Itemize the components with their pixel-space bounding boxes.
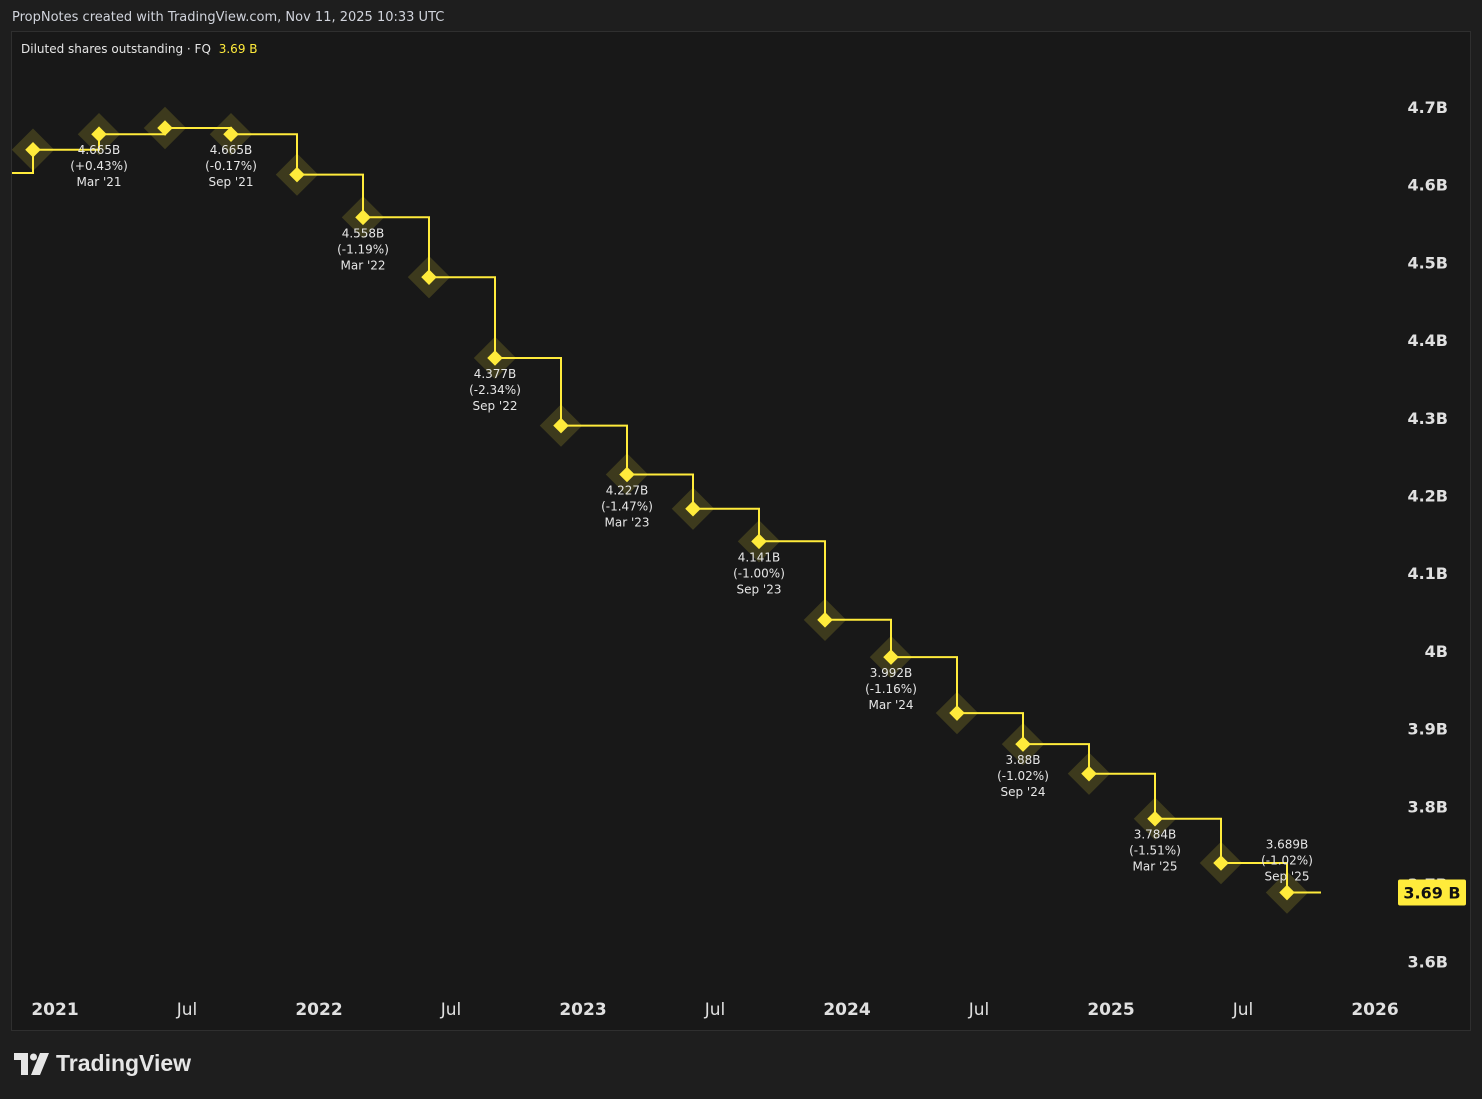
annotation-9-line-1: (-1.02%) bbox=[1261, 854, 1313, 868]
annotation-7-line-1: (-1.02%) bbox=[997, 769, 1049, 783]
y-tick-label-6: 4.1B bbox=[1407, 564, 1448, 583]
data-point-12 bbox=[817, 612, 833, 628]
data-point-3 bbox=[223, 126, 239, 142]
annotation-3-line-0: 4.377B bbox=[474, 367, 517, 381]
y-tick-label-9: 3.8B bbox=[1407, 797, 1448, 816]
legend-value: 3.69 B bbox=[218, 42, 258, 56]
x-tick-label-2: 2022 bbox=[295, 1000, 342, 1020]
annotation-8-line-1: (-1.51%) bbox=[1129, 844, 1181, 858]
x-tick-label-6: 2024 bbox=[823, 1000, 870, 1020]
x-tick-label-4: 2023 bbox=[559, 1000, 606, 1020]
annotation-1-line-2: Sep '21 bbox=[209, 175, 254, 189]
last-value-badge bbox=[1398, 879, 1466, 906]
y-tick-label-0: 4.7B bbox=[1407, 98, 1448, 117]
data-point-14 bbox=[949, 705, 965, 721]
x-tick-label-3: Jul bbox=[440, 1000, 462, 1020]
tradingview-logo-text: TradingView bbox=[56, 1050, 192, 1076]
annotation-0-line-2: Mar '21 bbox=[76, 175, 121, 189]
y-tick-label-7: 4B bbox=[1425, 642, 1448, 661]
y-tick-label-2: 4.5B bbox=[1407, 253, 1448, 272]
y-tick-label-1: 4.6B bbox=[1407, 176, 1448, 195]
annotation-4-line-1: (-1.47%) bbox=[601, 500, 653, 514]
data-point-1 bbox=[91, 126, 107, 142]
x-tick-label-5: Jul bbox=[704, 1000, 726, 1020]
annotation-1-line-0: 4.665B bbox=[210, 143, 253, 157]
annotation-7-line-2: Sep '24 bbox=[1001, 785, 1046, 799]
annotation-5-line-0: 4.141B bbox=[738, 550, 781, 564]
y-tick-label-8: 3.9B bbox=[1407, 720, 1448, 739]
annotation-0-line-0: 4.665B bbox=[78, 143, 121, 157]
data-point-11 bbox=[751, 533, 767, 550]
annotation-6-line-2: Mar '24 bbox=[868, 698, 913, 712]
annotation-0-line-1: (+0.43%) bbox=[70, 159, 128, 173]
data-point-13 bbox=[883, 649, 899, 665]
annotation-8-line-0: 3.784B bbox=[1134, 828, 1177, 842]
annotation-7-line-0: 3.88B bbox=[1006, 753, 1041, 767]
annotation-2-line-2: Mar '22 bbox=[340, 258, 385, 272]
annotation-6-line-1: (-1.16%) bbox=[865, 682, 917, 696]
data-point-16 bbox=[1081, 765, 1097, 782]
chart-attribution: PropNotes created with TradingView.com, … bbox=[12, 10, 445, 25]
annotation-2-line-1: (-1.19%) bbox=[337, 242, 389, 256]
annotation-3-line-1: (-2.34%) bbox=[469, 383, 521, 397]
tradingview-logo[interactable]: TradingView bbox=[14, 1050, 191, 1077]
data-point-15 bbox=[1015, 736, 1031, 752]
series-step-line bbox=[12, 127, 1321, 894]
annotation-9-line-0: 3.689B bbox=[1266, 838, 1309, 852]
annotation-5-line-2: Sep '23 bbox=[737, 582, 782, 596]
annotation-9-line-2: Sep '25 bbox=[1265, 870, 1310, 884]
y-tick-label-3: 4.4B bbox=[1407, 331, 1448, 350]
annotation-6-line-0: 3.992B bbox=[870, 666, 913, 680]
annotation-5-line-1: (-1.00%) bbox=[733, 566, 785, 580]
x-tick-label-8: 2025 bbox=[1087, 1000, 1134, 1020]
x-tick-label-9: Jul bbox=[1232, 1000, 1254, 1020]
x-tick-label-1: Jul bbox=[176, 1000, 198, 1020]
annotation-4-line-0: 4.227B bbox=[606, 484, 649, 498]
x-tick-label-0: 2021 bbox=[31, 1000, 78, 1020]
annotation-4-line-2: Mar '23 bbox=[604, 516, 649, 530]
x-tick-label-7: Jul bbox=[968, 1000, 990, 1020]
data-point-4 bbox=[289, 166, 305, 183]
step-line-chart: 4.7B 4.6B 4.5B 4.4B 4.3B 4.2B 4.1B 4B 3.9B 3.8B 3.… bbox=[12, 98, 1466, 1020]
data-point-18 bbox=[1213, 855, 1229, 871]
data-point-17 bbox=[1147, 810, 1163, 827]
annotation-3-line-2: Sep '22 bbox=[473, 399, 518, 413]
annotation-2-line-0: 4.558B bbox=[342, 226, 385, 240]
series-legend[interactable]: Diluted shares outstanding · FQ 3.69 B bbox=[21, 42, 258, 56]
data-point-2 bbox=[157, 120, 173, 136]
legend-label: Diluted shares outstanding · FQ bbox=[21, 42, 211, 56]
last-value-badge-label: 3.69 B bbox=[1403, 884, 1460, 903]
x-tick-label-10: 2026 bbox=[1351, 1000, 1398, 1020]
data-point-0 bbox=[25, 141, 41, 158]
annotation-1-line-1: (-0.17%) bbox=[205, 159, 257, 173]
chart-pane[interactable]: 4.7B 4.6B 4.5B 4.4B 4.3B 4.2B 4.1B 4B 3.9B 3.8B 3.… bbox=[11, 31, 1471, 1031]
data-point-19 bbox=[1279, 884, 1295, 901]
y-tick-label-11: 3.6B bbox=[1407, 953, 1448, 972]
annotation-8-line-2: Mar '25 bbox=[1132, 860, 1177, 874]
y-tick-label-4: 4.3B bbox=[1407, 409, 1448, 428]
tradingview-logo-icon bbox=[14, 1052, 49, 1075]
data-point-5 bbox=[355, 209, 371, 226]
y-tick-label-5: 4.2B bbox=[1407, 487, 1448, 506]
